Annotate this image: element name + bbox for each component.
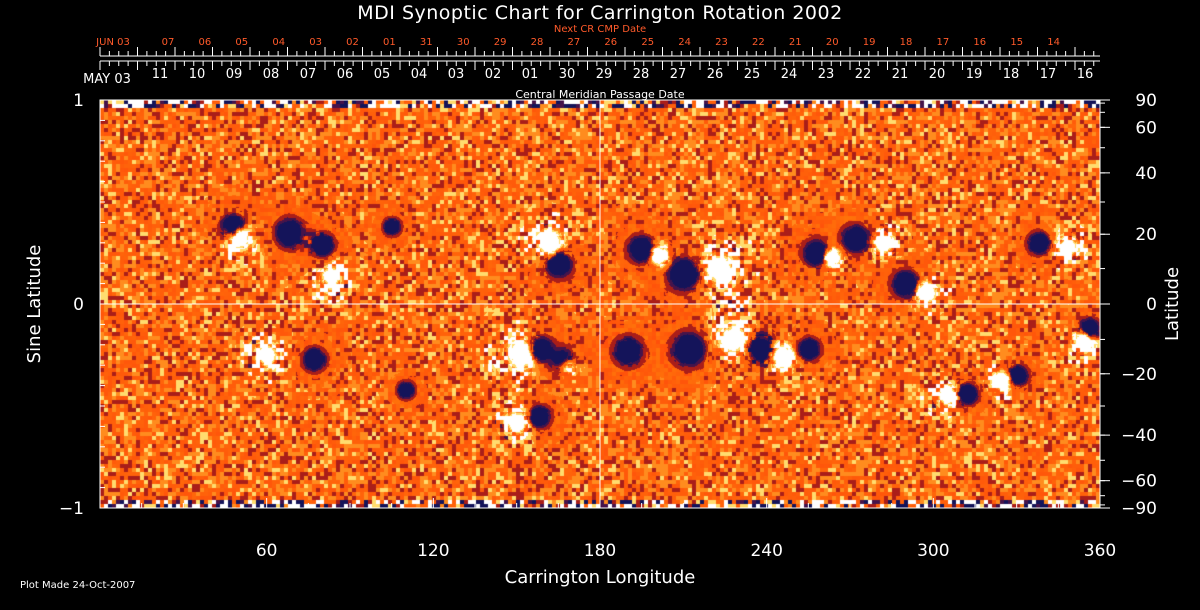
lower-date-label: 05 <box>374 67 391 82</box>
x-tick-label: 300 <box>917 541 949 561</box>
upper-date-label: 29 <box>494 37 507 48</box>
lower-date-label: 24 <box>781 67 798 82</box>
plot-made-note: Plot Made 24-Oct-2007 <box>20 580 136 591</box>
lower-date-label: 26 <box>707 67 724 82</box>
upper-date-label: 16 <box>973 37 986 48</box>
x-tick-label: 180 <box>584 541 616 561</box>
lower-date-label: 25 <box>744 67 761 82</box>
upper-date-label: 27 <box>568 37 581 48</box>
lower-date-label: 28 <box>633 67 650 82</box>
upper-date-label: 19 <box>863 37 876 48</box>
lower-date-label: 22 <box>855 67 872 82</box>
y-right-tick-label: 20 <box>1135 225 1157 245</box>
lower-date-label: 18 <box>1003 67 1020 82</box>
upper-date-label: 23 <box>715 37 728 48</box>
lower-date-label: 03 <box>448 67 465 82</box>
lower-date-label: 16 <box>1077 67 1094 82</box>
y-right-tick-label: −20 <box>1121 365 1157 385</box>
y-left-tick-label: −1 <box>59 499 84 519</box>
x-tick-label: 60 <box>256 541 278 561</box>
upper-date-label: 25 <box>641 37 654 48</box>
y-right-axis-label: Latitude <box>1162 267 1183 341</box>
lower-date-label: 30 <box>559 67 576 82</box>
y-right-tick-label: −60 <box>1121 472 1157 492</box>
upper-date-label: 05 <box>235 37 248 48</box>
lower-date-label: 27 <box>670 67 687 82</box>
y-left-tick-label: 1 <box>73 91 84 111</box>
upper-date-label: 14 <box>1047 37 1060 48</box>
y-left-axis-label: Sine Latitude <box>24 245 45 364</box>
y-right-tick-label: −40 <box>1121 426 1157 446</box>
upper-date-label: 26 <box>604 37 617 48</box>
lower-date-label: 06 <box>337 67 354 82</box>
upper-date-label: 07 <box>162 37 175 48</box>
y-right-tick-label: 60 <box>1135 118 1157 138</box>
upper-date-label: 02 <box>346 37 359 48</box>
lower-date-label: 29 <box>596 67 613 82</box>
lower-date-label: 17 <box>1040 67 1057 82</box>
lower-date-label: 07 <box>300 67 317 82</box>
x-tick-label: 120 <box>417 541 449 561</box>
cmp-axis-label: Central Meridian Passage Date <box>515 88 684 101</box>
lower-date-label: 04 <box>411 67 428 82</box>
upper-date-label: 21 <box>789 37 802 48</box>
lower-date-label: 08 <box>263 67 280 82</box>
chart-title: MDI Synoptic Chart for Carrington Rotati… <box>357 2 843 24</box>
lower-date-label: 09 <box>226 67 243 82</box>
upper-date-label: 18 <box>900 37 913 48</box>
lower-date-label: 20 <box>929 67 946 82</box>
x-tick-label: 360 <box>1084 541 1116 561</box>
x-axis-label: Carrington Longitude <box>505 567 696 588</box>
upper-date-label: 04 <box>272 37 285 48</box>
upper-date-label: 28 <box>531 37 544 48</box>
upper-date-label: 01 <box>383 37 396 48</box>
upper-date-label: 24 <box>678 37 691 48</box>
lower-date-label: 10 <box>189 67 206 82</box>
lower-date-label: 02 <box>485 67 502 82</box>
lower-date-label: 19 <box>966 67 983 82</box>
lower-date-label: 01 <box>522 67 539 82</box>
upper-date-label: 22 <box>752 37 765 48</box>
x-tick-label: 240 <box>750 541 782 561</box>
lower-date-label: 23 <box>818 67 835 82</box>
upper-date-label: 31 <box>420 37 433 48</box>
upper-date-label: 17 <box>937 37 950 48</box>
next-cr-axis-label: Next CR CMP Date <box>554 24 646 35</box>
upper-date-label: 20 <box>826 37 839 48</box>
upper-date-label: 03 <box>309 37 322 48</box>
upper-date-label: 30 <box>457 37 470 48</box>
upper-date-label: 15 <box>1010 37 1023 48</box>
y-right-tick-label: 90 <box>1135 91 1157 111</box>
y-right-tick-label: −90 <box>1121 499 1157 519</box>
upper-date-label: 06 <box>199 37 212 48</box>
lower-date-label: MAY 03 <box>83 72 131 87</box>
lower-date-label: 21 <box>892 67 909 82</box>
y-right-tick-label: 40 <box>1135 164 1157 184</box>
y-right-tick-label: 0 <box>1146 295 1157 315</box>
upper-date-label: JUN 03 <box>95 37 130 48</box>
y-left-tick-label: 0 <box>73 295 84 315</box>
lower-date-label: 11 <box>152 67 169 82</box>
